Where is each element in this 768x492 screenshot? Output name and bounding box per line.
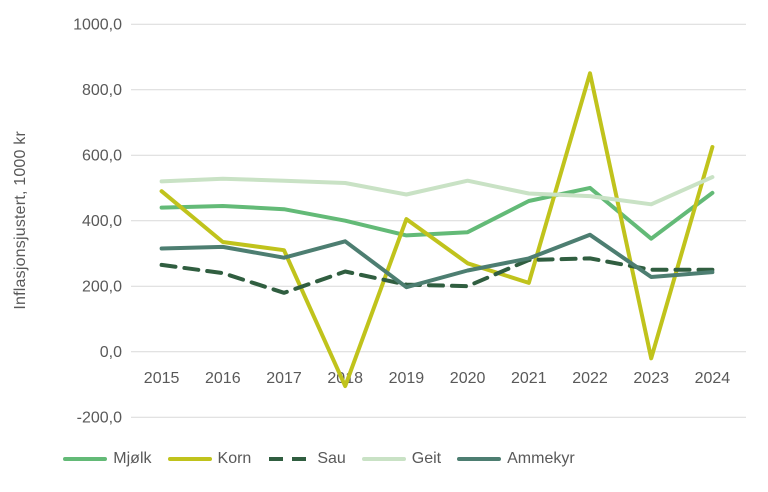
y-tick-label: 400,0 <box>82 213 122 230</box>
x-tick-label: 2018 <box>327 370 363 387</box>
legend-label: Sau <box>317 450 346 467</box>
x-tick-label: 2016 <box>205 370 241 387</box>
x-tick-label: 2022 <box>572 370 608 387</box>
legend-swatch <box>269 457 310 461</box>
legend-item-korn: Korn <box>167 450 252 468</box>
x-tick-label: 2023 <box>633 370 669 387</box>
series-line-sau <box>159 256 715 295</box>
legend-item-geit: Geit <box>361 450 442 468</box>
legend-swatch <box>361 457 406 461</box>
legend: Mjølk Korn Sau Geit Ammekyr <box>0 450 703 468</box>
y-tick-label: 800,0 <box>82 82 122 99</box>
legend-label: Mjølk <box>113 450 152 467</box>
x-tick-label: 2020 <box>450 370 486 387</box>
x-tick-label: 2017 <box>266 370 302 387</box>
legend-item-ammekyr: Ammekyr <box>457 450 575 468</box>
series-line-mjolk <box>159 185 715 241</box>
series-line-korn <box>159 71 715 389</box>
legend-item-mjolk: Mjølk <box>63 450 152 468</box>
legend-label: Geit <box>411 450 442 467</box>
x-tick-label: 2015 <box>144 370 180 387</box>
x-tick-label: 2019 <box>389 370 425 387</box>
x-tick-label: 2021 <box>511 370 547 387</box>
series-line-ammekyr <box>159 232 715 290</box>
legend-label: Ammekyr <box>507 450 575 467</box>
legend-swatch <box>63 457 108 461</box>
legend-item-sau: Sau <box>267 450 346 468</box>
y-tick-label: 600,0 <box>82 148 122 165</box>
series-line-geit <box>159 175 715 207</box>
legend-swatch <box>167 457 212 461</box>
y-axis-title: Inflasjonsjustert, 1000 kr <box>12 131 29 310</box>
y-tick-label: 1000,0 <box>73 17 122 34</box>
y-axis-title-box: Inflasjonsjustert, 1000 kr <box>10 24 32 417</box>
y-tick-label: 200,0 <box>82 279 122 296</box>
legend-label: Korn <box>217 450 252 467</box>
y-tick-label: -200,0 <box>77 410 122 427</box>
x-tick-label: 2024 <box>695 370 731 387</box>
plot-svg: 1000,0 800,0 600,0 400,0 200,0 0,0 -200,0 2015 2… <box>73 17 746 427</box>
y-tick-label: 0,0 <box>100 344 122 361</box>
legend-swatch <box>457 457 502 461</box>
